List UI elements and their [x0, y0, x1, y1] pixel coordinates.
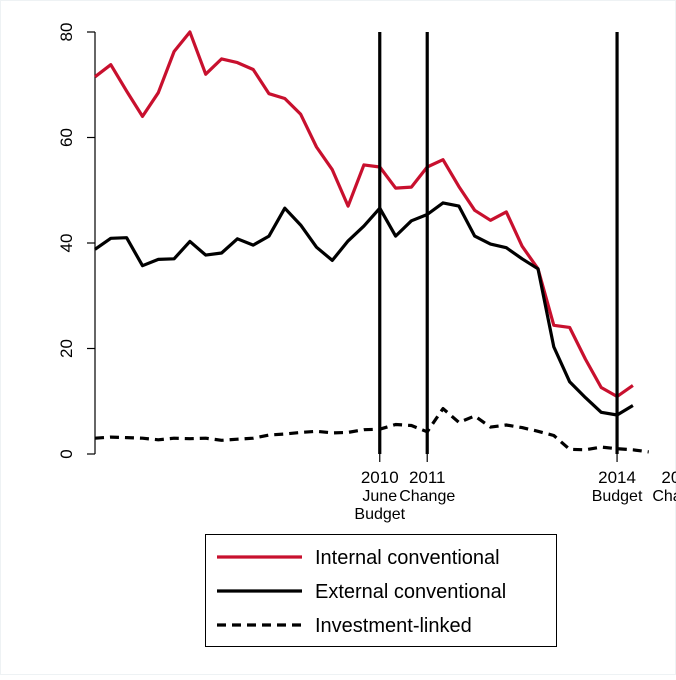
y-tick-label: 40	[57, 234, 76, 253]
event-label: Budget	[592, 488, 643, 505]
y-tick-label: 0	[57, 449, 76, 458]
legend-label: Internal conventional	[315, 547, 500, 569]
series-layer	[94, 30, 649, 454]
y-tick-label: 80	[57, 23, 76, 42]
y-axis: 0 20 40 60 80	[57, 23, 96, 459]
event-label: Budget	[354, 506, 405, 523]
y-tick-label: 60	[57, 128, 76, 147]
legend-label: Investment-linked	[315, 615, 472, 637]
event-markers: 2010JuneBudget2011Change2014Budget2015Ch…	[354, 32, 676, 523]
event-label: 2014	[598, 468, 636, 487]
event-label: 2011	[409, 468, 446, 487]
y-tick-label: 20	[57, 339, 76, 358]
event-label: Change	[652, 488, 676, 505]
event-label: Change	[399, 488, 455, 505]
legend: Internal conventional External convention…	[205, 534, 557, 647]
series-line-investment-linked	[94, 407, 649, 454]
legend-label: External conventional	[315, 581, 506, 603]
event-label: 2010	[361, 468, 399, 487]
event-label: 2015	[661, 468, 676, 487]
series-line-external-conventional	[94, 201, 634, 417]
event-label: June	[362, 488, 397, 505]
